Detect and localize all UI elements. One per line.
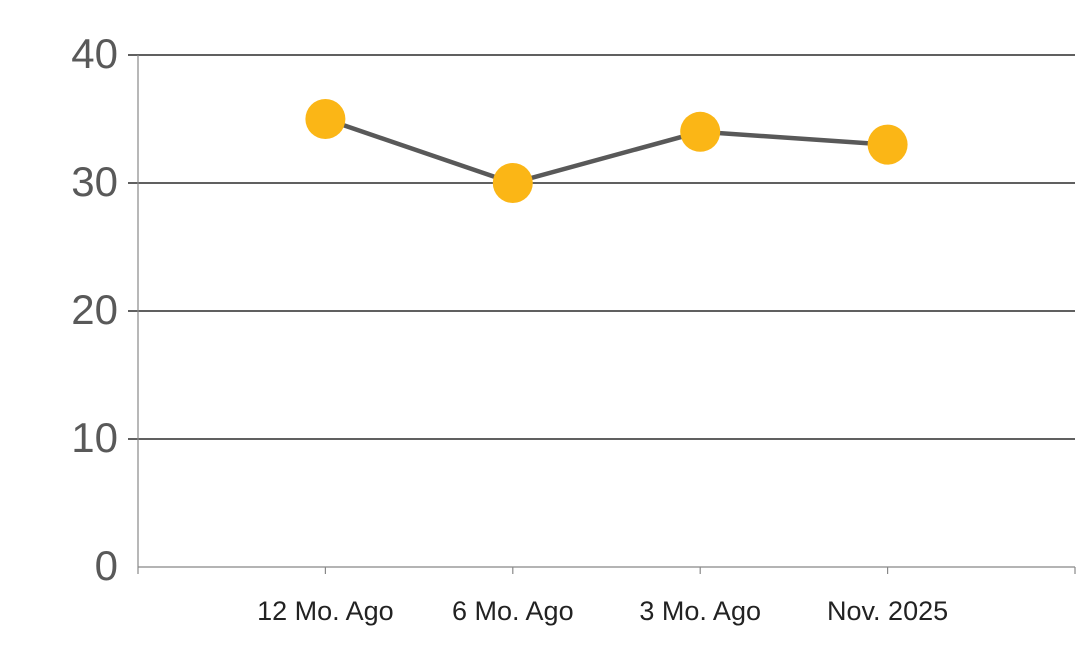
x-tick-label: Nov. 2025 bbox=[827, 596, 948, 626]
x-tick-label: 3 Mo. Ago bbox=[639, 596, 761, 626]
point bbox=[305, 99, 346, 139]
x-tick-label: 6 Mo. Ago bbox=[452, 596, 574, 626]
x-tick-label: 12 Mo. Ago bbox=[257, 596, 394, 626]
y-tick-label: 0 bbox=[95, 542, 118, 589]
point bbox=[867, 124, 908, 165]
y-tick-label: 40 bbox=[71, 30, 118, 77]
point bbox=[492, 163, 533, 203]
y-tick-label: 10 bbox=[71, 414, 118, 461]
y-tick-label: 20 bbox=[71, 286, 118, 333]
point bbox=[680, 111, 721, 152]
y-tick-label: 30 bbox=[71, 158, 118, 205]
line bbox=[324, 116, 888, 186]
